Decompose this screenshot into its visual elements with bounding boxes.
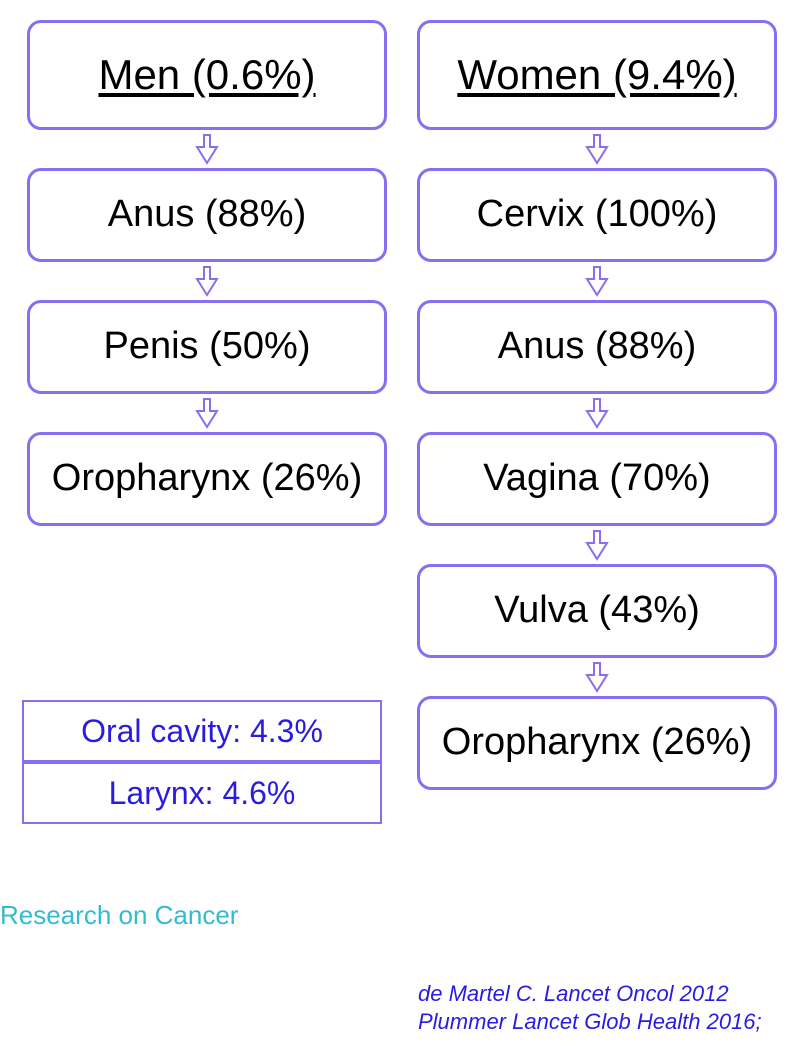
side-box-oral-cavity: Oral cavity: 4.3% (22, 700, 382, 762)
item-men-0: Anus (88%) (27, 168, 387, 262)
arrow-down-icon (583, 262, 611, 300)
arrow-down-icon (583, 526, 611, 564)
column-men: Men (0.6%) Anus (88%) Penis (50%) Oropha… (22, 20, 392, 526)
arrow-down-icon (193, 394, 221, 432)
arrow-down-icon (583, 394, 611, 432)
citation-line: de Martel C. Lancet Oncol 2012 (418, 980, 788, 1008)
column-women: Women (9.4%) Cervix (100%) Anus (88%) Va… (412, 20, 782, 790)
item-women-2: Vagina (70%) (417, 432, 777, 526)
arrow-down-icon (583, 130, 611, 168)
citations: de Martel C. Lancet Oncol 2012 Plummer L… (418, 980, 788, 1035)
header-men: Men (0.6%) (27, 20, 387, 130)
arrow-down-icon (193, 130, 221, 168)
citation-line: Plummer Lancet Glob Health 2016; (418, 1008, 788, 1036)
arrow-down-icon (583, 658, 611, 696)
item-women-3: Vulva (43%) (417, 564, 777, 658)
arrow-down-icon (193, 262, 221, 300)
side-boxes: Oral cavity: 4.3% Larynx: 4.6% (22, 700, 382, 824)
item-women-0: Cervix (100%) (417, 168, 777, 262)
item-women-4: Oropharynx (26%) (417, 696, 777, 790)
header-women: Women (9.4%) (417, 20, 777, 130)
item-women-1: Anus (88%) (417, 300, 777, 394)
item-men-2: Oropharynx (26%) (27, 432, 387, 526)
item-men-1: Penis (50%) (27, 300, 387, 394)
side-box-larynx: Larynx: 4.6% (22, 762, 382, 824)
footer-left-text: Research on Cancer (0, 900, 238, 931)
